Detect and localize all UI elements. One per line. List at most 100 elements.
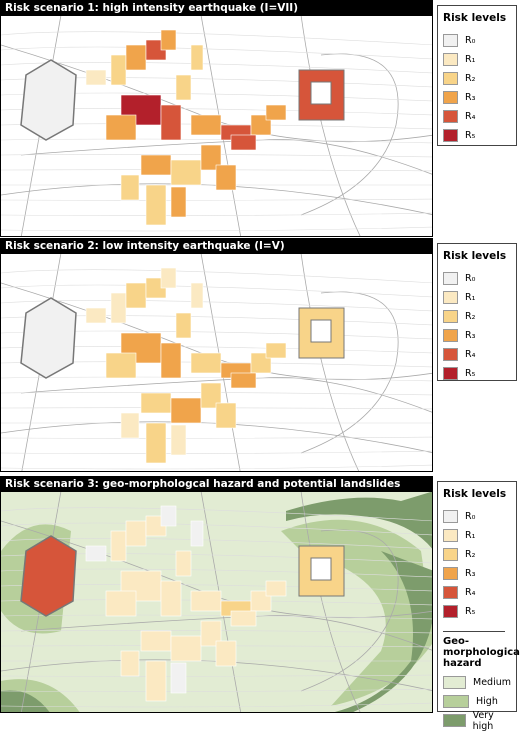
building	[160, 29, 177, 51]
building	[190, 282, 204, 309]
legend-item: R₀	[443, 269, 511, 288]
building	[120, 174, 140, 201]
contour	[1, 436, 432, 439]
map: Risk scenario 2: low intensity earthquak…	[0, 238, 433, 472]
legend-label: R₁	[465, 292, 476, 303]
contour	[1, 392, 432, 396]
fortress-left	[20, 535, 77, 617]
building	[230, 372, 257, 389]
map-layer	[1, 252, 432, 471]
legend-swatch	[443, 110, 458, 123]
contour	[1, 198, 432, 201]
legend-swatch	[443, 348, 458, 361]
legend-swatch	[443, 367, 458, 380]
legend-label: R₀	[465, 511, 476, 522]
building	[160, 505, 177, 527]
legend-label: R₁	[465, 530, 476, 541]
building	[170, 159, 202, 186]
legend-label: R₄	[465, 111, 476, 122]
legend-label: R₃	[465, 568, 476, 579]
contour	[1, 300, 432, 312]
legend-swatch	[443, 129, 458, 142]
legend-swatch	[443, 272, 458, 285]
contour	[1, 226, 432, 232]
legend: Risk levels R₀ R₁ R₂ R₃ R₄ R₅ Geo-morphological…	[437, 481, 520, 732]
building	[145, 184, 167, 226]
fortress-left	[20, 59, 77, 141]
building	[125, 520, 147, 547]
building	[170, 186, 187, 218]
hazard-swatch	[443, 676, 466, 689]
building	[170, 424, 187, 456]
street	[300, 291, 399, 454]
building	[110, 292, 127, 324]
building	[170, 662, 187, 694]
map-layer	[1, 14, 432, 236]
legend-swatch	[443, 529, 458, 542]
legend-label: R₂	[465, 73, 476, 84]
legend-swatch	[443, 605, 458, 618]
building	[215, 164, 237, 191]
contour	[1, 450, 432, 454]
building	[125, 44, 147, 71]
map-panel: Risk scenario 2: low intensity earthquak…	[0, 238, 520, 472]
building	[175, 312, 192, 339]
contour	[1, 212, 432, 216]
legend-label: R₅	[465, 130, 476, 141]
building	[190, 590, 222, 612]
legend-item: R₅	[443, 364, 511, 383]
legend-item: R₂	[443, 545, 511, 564]
legend-swatch	[443, 310, 458, 323]
contour	[1, 538, 432, 550]
contour	[1, 674, 432, 677]
map-drawing	[1, 14, 432, 236]
building	[145, 660, 167, 702]
building	[120, 412, 140, 439]
contour	[1, 688, 432, 692]
building	[160, 104, 182, 141]
fortress-left	[20, 297, 77, 379]
legend-swatch	[443, 53, 458, 66]
panel-title: Risk scenario 1: high intensity earthqua…	[1, 1, 432, 16]
hazard-label: High	[476, 696, 498, 707]
panel-title: Risk scenario 3: geo-morphologcal hazard…	[1, 477, 432, 492]
fortress-court	[310, 319, 332, 343]
legend-item: R₁	[443, 526, 511, 545]
building	[160, 342, 182, 379]
legend-item: R₃	[443, 326, 511, 345]
building	[110, 54, 127, 86]
legend-swatch	[443, 72, 458, 85]
building	[85, 545, 107, 562]
hazard-swatch	[443, 714, 466, 727]
contour	[1, 46, 432, 60]
building	[190, 520, 204, 547]
legend-item: R₂	[443, 307, 511, 326]
map-drawing	[1, 252, 432, 471]
hazard-title: Geo-morphological hazard	[443, 631, 520, 669]
street	[300, 529, 399, 692]
building	[140, 154, 172, 176]
legend-label: R₅	[465, 606, 476, 617]
building	[265, 580, 287, 597]
building	[190, 44, 204, 71]
legend-title: Risk levels	[443, 250, 507, 262]
legend-swatch	[443, 91, 458, 104]
contour	[1, 62, 432, 74]
map-panel: Risk scenario 1: high intensity earthqua…	[0, 0, 520, 237]
building	[145, 422, 167, 464]
map-layer	[1, 490, 432, 712]
legend-title: Risk levels	[443, 12, 507, 24]
map: Risk scenario 1: high intensity earthqua…	[0, 0, 433, 237]
legend-item: R₁	[443, 50, 511, 69]
building	[170, 635, 202, 662]
legend-label: R₄	[465, 587, 476, 598]
building	[170, 397, 202, 424]
legend-item: R₅	[443, 602, 511, 621]
legend-item: R₃	[443, 88, 511, 107]
fortress-court	[310, 557, 332, 581]
legend-label: R₅	[465, 368, 476, 379]
building	[175, 74, 192, 101]
building	[110, 530, 127, 562]
building	[140, 630, 172, 652]
hazard-item: Medium	[443, 673, 511, 692]
